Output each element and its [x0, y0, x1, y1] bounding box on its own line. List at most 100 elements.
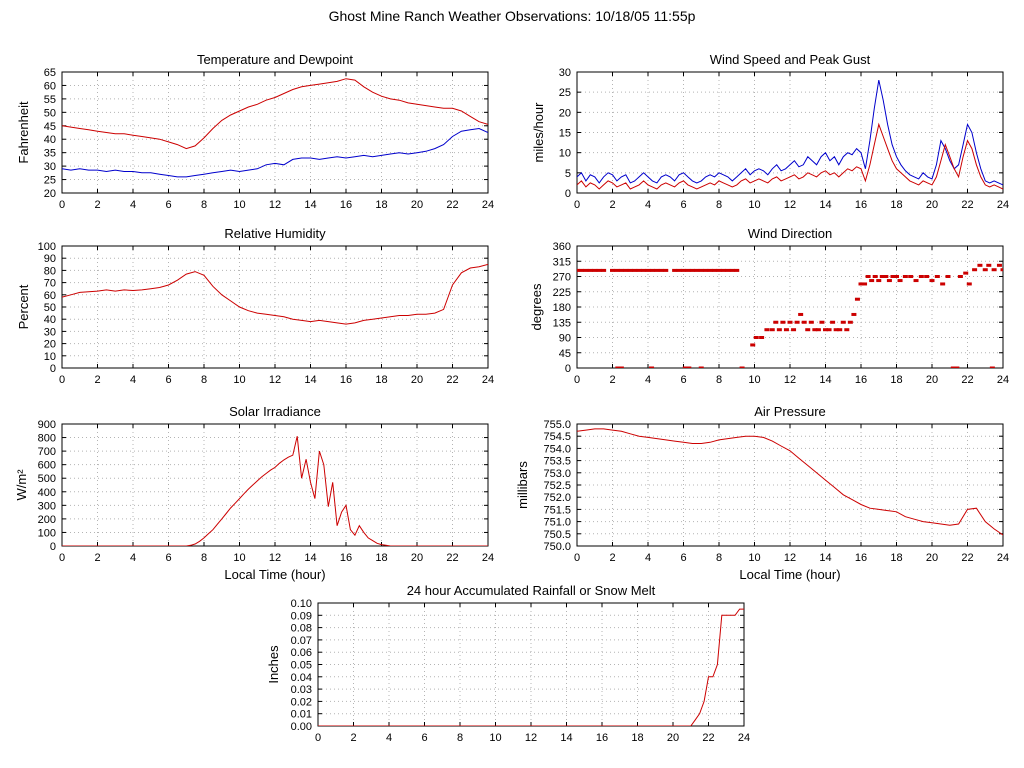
y-tick-label: 700	[38, 446, 56, 458]
y-tick-label: 30	[559, 67, 571, 79]
x-tick-label: 10	[233, 199, 245, 211]
x-tick-label: 4	[645, 374, 651, 386]
x-tick-label: 16	[855, 199, 867, 211]
y-tick-label: 90	[559, 333, 571, 345]
peak-gust-line	[577, 79, 1003, 186]
y-tick-label: 15	[559, 128, 571, 140]
x-tick-label: 16	[340, 552, 352, 564]
chart-temperature-dewpoint: 0 2 4 6 8 10 12 14 16 18 20 22 242025303540455055606…	[16, 52, 494, 211]
dewpoint-line	[62, 127, 488, 178]
chart-title: Wind Speed and Peak Gust	[710, 52, 871, 67]
y-tick-label: 5	[565, 168, 571, 180]
y-tick-label: 750.5	[543, 529, 571, 541]
chart-title: Temperature and Dewpoint	[197, 52, 353, 67]
y-tick-label: 60	[44, 80, 56, 92]
temperature-line	[62, 78, 488, 150]
x-tick-label: 6	[680, 199, 686, 211]
y-tick-label: 20	[44, 339, 56, 351]
y-tick-label: 135	[553, 317, 571, 329]
y-tick-label: 315	[553, 256, 571, 268]
x-tick-label: 2	[609, 374, 615, 386]
x-tick-label: 0	[59, 552, 65, 564]
x-tick-label: 10	[233, 374, 245, 386]
y-axis-label: Fahrenheit	[16, 101, 31, 164]
x-tick-label: 16	[596, 732, 608, 744]
y-tick-label: 25	[44, 175, 56, 187]
y-tick-label: 0.10	[291, 598, 312, 610]
chart-title: Solar Irradiance	[229, 404, 321, 419]
y-tick-label: 100	[38, 241, 56, 253]
y-tick-label: 30	[44, 326, 56, 338]
y-tick-label: 40	[44, 134, 56, 146]
x-tick-label: 14	[304, 199, 316, 211]
y-tick-label: 800	[38, 433, 56, 445]
y-tick-label: 50	[44, 302, 56, 314]
y-tick-label: 754.0	[543, 443, 571, 455]
y-tick-label: 10	[44, 351, 56, 363]
x-tick-label: 16	[855, 552, 867, 564]
x-tick-label: 4	[645, 552, 651, 564]
x-tick-label: 2	[609, 552, 615, 564]
x-tick-label: 2	[350, 732, 356, 744]
x-tick-label: 20	[926, 552, 938, 564]
x-tick-label: 18	[890, 374, 902, 386]
chart-title: Relative Humidity	[224, 226, 326, 241]
chart-accumulated-rainfall: 0 2 4 6 8 10 12 14 16 18 20 22 240.000.010.020.030.0…	[266, 583, 750, 744]
x-tick-label: 12	[525, 732, 537, 744]
x-tick-label: 20	[411, 199, 423, 211]
x-tick-label: 20	[667, 732, 679, 744]
x-tick-label: 0	[59, 199, 65, 211]
x-tick-label: 8	[716, 552, 722, 564]
x-tick-label: 22	[446, 374, 458, 386]
x-tick-label: 24	[997, 374, 1009, 386]
page-title: Ghost Mine Ranch Weather Observations: 1…	[328, 8, 696, 24]
x-tick-label: 12	[269, 552, 281, 564]
x-tick-label: 20	[411, 374, 423, 386]
y-tick-label: 30	[44, 161, 56, 173]
wind-speed-line	[577, 122, 1003, 190]
x-tick-label: 8	[716, 199, 722, 211]
y-tick-label: 60	[44, 290, 56, 302]
y-tick-label: 20	[559, 107, 571, 119]
x-tick-label: 6	[165, 199, 171, 211]
y-tick-label: 752.5	[543, 480, 571, 492]
x-tick-label: 18	[375, 374, 387, 386]
x-tick-label: 8	[201, 199, 207, 211]
x-tick-label: 12	[784, 374, 796, 386]
y-tick-label: 753.0	[543, 468, 571, 480]
x-tick-label: 2	[94, 199, 100, 211]
x-tick-label: 6	[680, 374, 686, 386]
y-axis-label: Percent	[16, 284, 31, 329]
y-tick-label: 0.07	[291, 635, 312, 647]
x-tick-label: 4	[130, 199, 136, 211]
y-tick-label: 0.08	[291, 623, 312, 635]
x-tick-label: 0	[315, 732, 321, 744]
x-tick-label: 22	[446, 552, 458, 564]
x-tick-label: 22	[961, 374, 973, 386]
y-tick-label: 360	[553, 241, 571, 253]
y-tick-label: 752.0	[543, 492, 571, 504]
y-tick-label: 0.03	[291, 684, 312, 696]
y-tick-label: 225	[553, 287, 571, 299]
y-tick-label: 200	[38, 514, 56, 526]
y-axis-label: miles/hour	[531, 102, 546, 163]
x-tick-label: 24	[482, 552, 494, 564]
chart-title: 24 hour Accumulated Rainfall or Snow Mel…	[407, 583, 656, 598]
x-tick-label: 24	[482, 199, 494, 211]
x-tick-label: 14	[560, 732, 572, 744]
y-tick-label: 0	[50, 363, 56, 375]
x-tick-label: 4	[130, 374, 136, 386]
y-tick-label: 0.02	[291, 696, 312, 708]
x-tick-label: 2	[94, 374, 100, 386]
x-tick-label: 18	[890, 199, 902, 211]
y-axis-label: Inches	[266, 645, 281, 684]
x-tick-label: 10	[748, 552, 760, 564]
x-axis-label: Local Time (hour)	[739, 567, 840, 582]
x-tick-label: 10	[748, 374, 760, 386]
x-tick-label: 12	[269, 374, 281, 386]
x-tick-label: 18	[375, 552, 387, 564]
x-tick-label: 22	[446, 199, 458, 211]
y-tick-label: 0	[50, 541, 56, 553]
